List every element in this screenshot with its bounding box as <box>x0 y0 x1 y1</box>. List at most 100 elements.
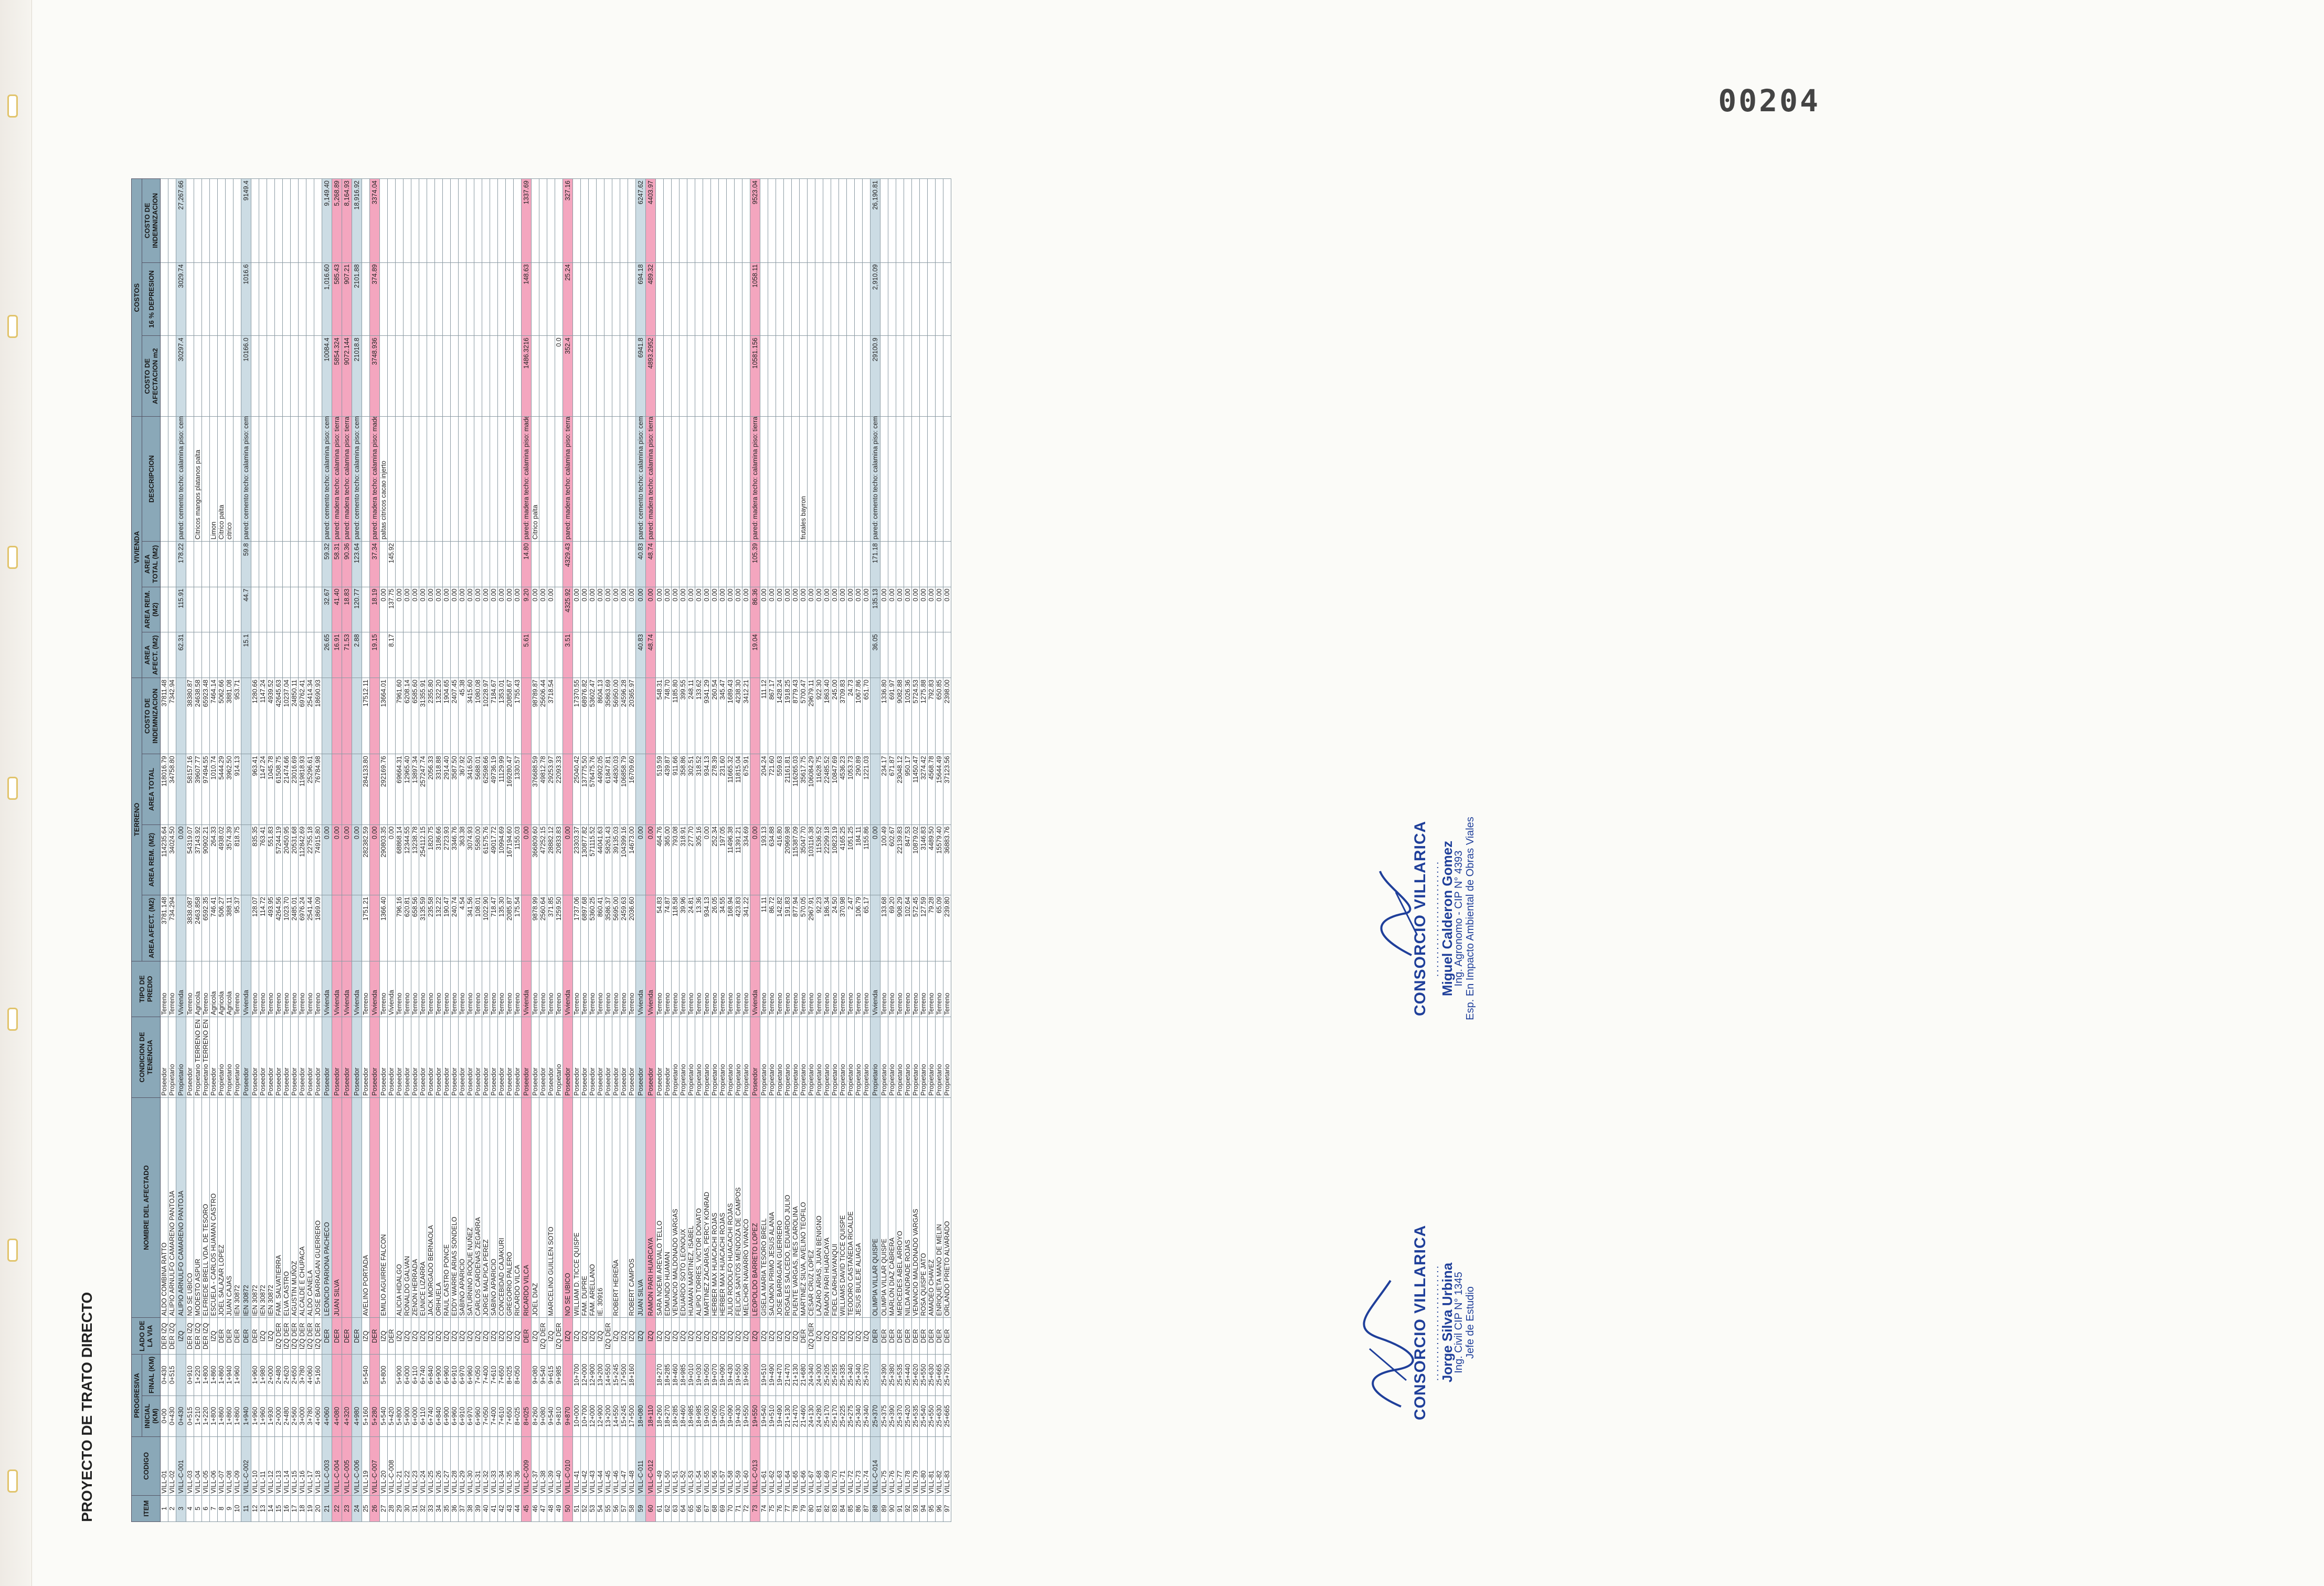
table-cell: 40.83 <box>635 541 646 587</box>
table-row: 23 VILL-C-005 4+320 DER Poseedor Vivienda 0.00… <box>342 178 352 1522</box>
table-cell: 10 <box>233 1495 241 1522</box>
table-cell: 1147.24 <box>259 754 267 825</box>
table-cell <box>776 541 784 587</box>
table-cell <box>572 335 581 417</box>
table-cell: Terreno <box>791 961 800 1017</box>
table-cell <box>555 1097 563 1318</box>
table-cell: 439.87 <box>663 754 672 825</box>
table-cell: MARLON DIAZ CABRERA <box>888 1097 896 1318</box>
table-cell: 133.68 <box>880 895 888 961</box>
table-cell: 106858.79 <box>620 754 628 825</box>
table-cell <box>160 178 168 263</box>
table-cell: 25+550 <box>927 1395 936 1437</box>
table-cell <box>588 541 597 587</box>
table-cell <box>862 262 871 336</box>
table-cell <box>563 754 573 825</box>
table-row: 77 VILL-64 21+130 21+470 IZQ ROSALES SALCEDO,… <box>783 178 792 1522</box>
table-cell: 90 <box>888 1495 896 1522</box>
table-cell: 0.00 <box>521 824 532 895</box>
table-cell <box>604 178 612 263</box>
table-cell: MARTINEZ ZACARIAS, PERCY KONRAD <box>703 1097 711 1318</box>
table-cell <box>846 178 855 263</box>
table-cell <box>839 632 847 678</box>
table-cell: 658.56 <box>411 895 419 961</box>
table-cell: ELVA CASTRO <box>282 1097 291 1318</box>
table-cell <box>687 178 695 263</box>
table-cell <box>547 335 555 417</box>
table-cell: Poseedor <box>513 1017 522 1098</box>
table-cell <box>450 262 459 336</box>
table-cell <box>160 541 168 587</box>
binder-hole <box>7 1469 18 1493</box>
table-cell: Poseedor <box>663 1017 672 1098</box>
table-cell: JOEL SALAZAR LOPEZ <box>217 1097 226 1318</box>
table-cell <box>911 262 920 336</box>
table-cell: VILL-C-014 <box>870 1436 880 1496</box>
table-cell: pared: madera techo: calamina piso: tier… <box>332 416 342 542</box>
table-cell <box>259 541 267 587</box>
table-cell <box>823 632 831 678</box>
table-cell <box>645 678 656 754</box>
stamp-right-name: Miguel Calderon Gomez <box>1439 840 1455 997</box>
table-cell <box>572 262 581 336</box>
table-row: 65 VILL-53 18+985 19+010 IZQ HUAMAN MARTINEZ,… <box>687 178 695 1522</box>
table-cell: 0.00 <box>482 587 490 632</box>
table-cell: Vivienda <box>352 961 362 1017</box>
table-cell: 9+810 <box>555 1395 563 1437</box>
table-cell <box>513 541 522 587</box>
table-cell: NO SE UBICO <box>186 1097 194 1318</box>
table-cell <box>251 632 259 678</box>
table-cell <box>474 262 482 336</box>
header-cell: COSTO DE INDEMNIZACION <box>142 178 161 263</box>
table-cell <box>742 262 750 336</box>
table-cell: 1+860 <box>217 1395 226 1437</box>
table-cell <box>194 335 202 417</box>
table-cell <box>563 1354 573 1396</box>
table-cell: 39.96 <box>679 895 687 961</box>
table-cell: 5+900 <box>403 1395 411 1437</box>
table-cell: VILL-15 <box>290 1436 299 1496</box>
table-cell: 92.23 <box>815 895 823 961</box>
table-cell <box>663 335 672 417</box>
table-cell: Terreno <box>531 961 539 1017</box>
table-cell: 21+130 <box>783 1395 792 1437</box>
table-cell: Propietario <box>233 1017 241 1098</box>
table-cell <box>298 632 306 678</box>
table-cell: 44 <box>513 1495 522 1522</box>
table-cell: 71 <box>734 1495 742 1522</box>
table-cell: 1904.65 <box>442 678 451 754</box>
table-cell: 25+335 <box>839 1354 847 1396</box>
table-cell: VILL-44 <box>596 1436 604 1496</box>
table-cell: VILL-10 <box>251 1436 259 1496</box>
table-cell: 1+980 <box>259 1354 267 1396</box>
table-cell: VILL-18 <box>314 1436 322 1496</box>
table-cell: 31355.91 <box>419 678 427 754</box>
table-cell: 860.41 <box>596 895 604 961</box>
table-cell: 0.00 <box>703 587 711 632</box>
table-cell <box>395 262 404 336</box>
table-cell: Propietario <box>783 1017 792 1098</box>
table-cell <box>831 632 839 678</box>
table-cell: Terreno <box>419 961 427 1017</box>
table-cell: Terreno <box>282 961 291 1017</box>
table-cell: VILL-30 <box>466 1436 474 1496</box>
table-cell: 576475.76 <box>588 754 597 825</box>
table-cell <box>194 632 202 678</box>
table-cell: pared: madera techo: calamina piso: made… <box>369 416 380 542</box>
table-cell: Terreno <box>823 961 831 1017</box>
table-row: 13 VILL-11 1+960 1+980 IZQ IEN 30872 Poseedor T… <box>259 178 267 1522</box>
table-cell: Terreno <box>362 961 370 1017</box>
table-cell: 3574.39 <box>225 824 234 895</box>
table-cell <box>679 178 687 263</box>
table-cell: VILL-C-001 <box>176 1436 186 1496</box>
table-cell <box>362 632 370 678</box>
table-cell: 23016.69 <box>290 754 299 825</box>
table-cell: VILL-C-008 <box>387 1436 396 1496</box>
table-cell: 48 <box>547 1495 555 1522</box>
table-cell: 0.00 <box>671 587 680 632</box>
table-cell <box>505 178 514 263</box>
table-cell: 25+375 <box>880 1395 888 1437</box>
table-cell <box>267 335 275 417</box>
table-cell: 3029.74 <box>176 262 186 336</box>
table-cell <box>209 262 218 336</box>
